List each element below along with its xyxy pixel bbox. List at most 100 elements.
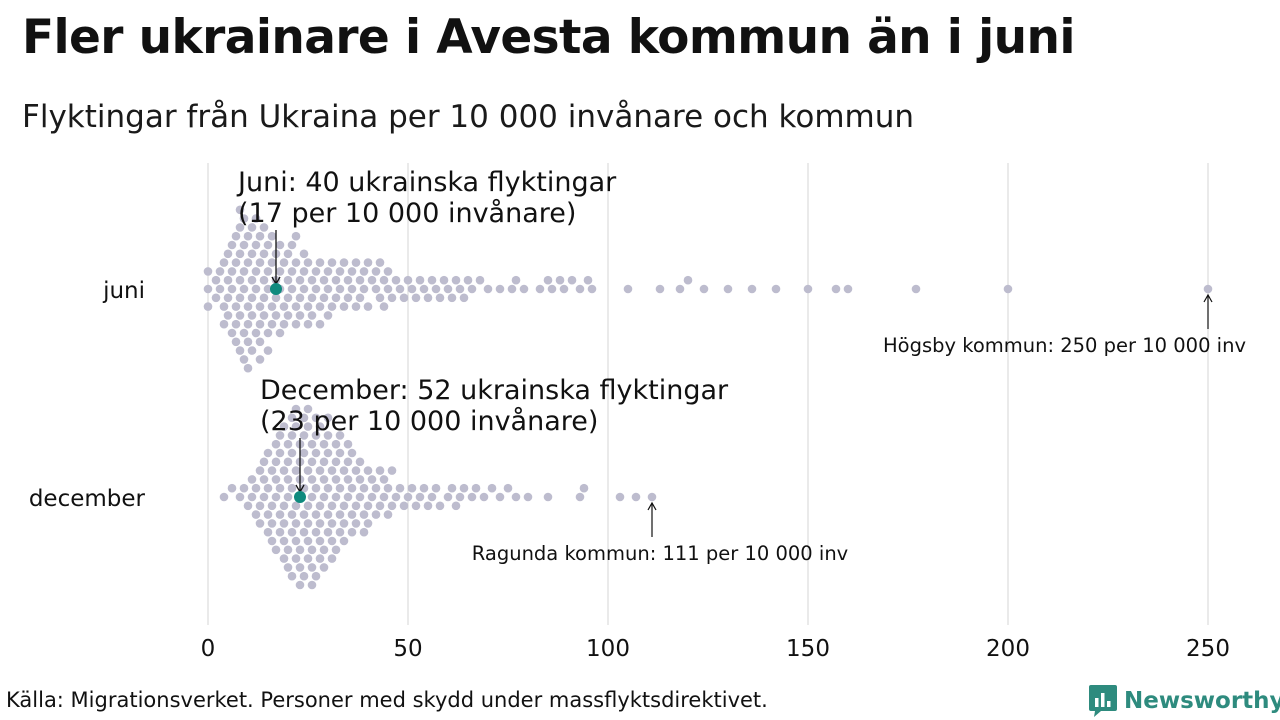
dot-december-1 xyxy=(227,483,237,493)
dot-december-55 xyxy=(291,536,301,546)
dot-juni-58 xyxy=(255,355,265,364)
dot-juni-141 xyxy=(375,258,385,267)
dot-december-124 xyxy=(335,527,345,537)
dot-juni-90 xyxy=(287,240,297,250)
dot-december-24 xyxy=(271,475,281,484)
dot-december-35 xyxy=(279,519,289,528)
dot-juni-145 xyxy=(383,267,393,276)
dot-december-47 xyxy=(287,527,297,537)
dot-december-141 xyxy=(351,519,361,528)
dot-december-44 xyxy=(283,563,293,572)
dot-december-83 xyxy=(307,439,317,449)
dot-december-69 xyxy=(299,448,309,458)
dot-december-13 xyxy=(259,475,269,484)
dot-december-121 xyxy=(331,545,341,555)
dot-december-87 xyxy=(311,483,321,493)
dot-juni-60 xyxy=(259,293,269,303)
dot-juni-48 xyxy=(251,284,261,294)
dot-december-58 xyxy=(291,404,301,414)
highlight-label-line2-december: (23 per 10 000 invånare) xyxy=(260,406,598,437)
dot-december-167 xyxy=(407,483,417,493)
dot-juni-121 xyxy=(335,284,345,294)
dot-december-71 xyxy=(299,413,309,423)
dot-december-14 xyxy=(259,457,269,467)
dot-december-42 xyxy=(283,439,293,449)
dot-juni-134 xyxy=(359,267,369,276)
dot-juni-130 xyxy=(351,258,361,267)
dot-december-157 xyxy=(379,492,389,502)
dot-december-143 xyxy=(355,475,365,484)
dot-juni-101 xyxy=(303,302,313,311)
dot-juni-56 xyxy=(255,231,265,241)
dot-juni-106 xyxy=(307,311,317,320)
dot-juni-67 xyxy=(263,328,273,338)
source-note: Källa: Migrationsverket. Personer med sk… xyxy=(6,688,768,712)
dot-december-67 xyxy=(299,510,309,519)
dot-december-80 xyxy=(307,492,317,502)
x-tick-label-250: 250 xyxy=(1186,636,1230,662)
dot-juni-163 xyxy=(455,284,465,294)
dot-juni-191 xyxy=(831,284,841,294)
dot-december-177 xyxy=(451,501,461,511)
dot-juni-126 xyxy=(343,293,353,303)
dot-juni-55 xyxy=(255,319,265,329)
dot-juni-20 xyxy=(231,319,241,329)
dot-december-53 xyxy=(291,466,301,475)
dot-juni-1 xyxy=(203,267,213,276)
dot-december-78 xyxy=(303,422,313,431)
dot-juni-100 xyxy=(299,249,309,259)
dot-juni-168 xyxy=(483,284,493,294)
dot-december-129 xyxy=(339,519,349,528)
dot-december-131 xyxy=(343,492,353,502)
dot-juni-33 xyxy=(239,328,249,338)
dot-juni-110 xyxy=(315,258,325,267)
dot-juni-98 xyxy=(299,284,309,294)
dot-juni-154 xyxy=(419,284,429,294)
dot-december-10 xyxy=(255,466,265,475)
dot-december-34 xyxy=(279,466,289,475)
dot-december-98 xyxy=(315,554,325,563)
dot-juni-158 xyxy=(435,293,445,303)
dot-december-81 xyxy=(307,475,317,484)
dot-december-11 xyxy=(255,519,265,528)
dot-juni-117 xyxy=(327,302,337,311)
dot-juni-161 xyxy=(447,293,457,303)
dot-juni-127 xyxy=(347,284,357,294)
dot-december-21 xyxy=(267,519,277,528)
dot-juni-17 xyxy=(227,328,237,338)
dot-juni-45 xyxy=(247,249,257,259)
dot-juni-107 xyxy=(311,284,321,294)
dot-juni-162 xyxy=(451,275,461,285)
dot-december-86 xyxy=(307,580,317,590)
dot-juni-34 xyxy=(239,214,249,223)
dot-december-136 xyxy=(347,510,357,519)
dot-juni-116 xyxy=(323,311,333,320)
dot-juni-41 xyxy=(243,363,253,373)
dot-juni-190 xyxy=(803,284,813,294)
dot-juni-139 xyxy=(371,267,381,276)
dot-december-100 xyxy=(319,492,329,502)
dot-december-108 xyxy=(323,527,333,537)
dot-december-4 xyxy=(243,501,253,511)
dot-december-142 xyxy=(355,492,365,502)
dot-december-22 xyxy=(267,536,277,546)
dot-juni-66 xyxy=(263,240,273,250)
dot-december-151 xyxy=(367,492,377,502)
dot-juni-129 xyxy=(351,302,361,311)
dot-juni-70 xyxy=(267,258,277,267)
dot-juni-29 xyxy=(235,205,245,215)
dot-december-140 xyxy=(351,466,361,475)
dot-juni-153 xyxy=(415,275,425,285)
dot-december-134 xyxy=(343,439,353,449)
dot-juni-119 xyxy=(331,275,341,285)
dot-juni-9 xyxy=(219,319,229,329)
dot-december-91 xyxy=(311,431,321,440)
dot-juni-11 xyxy=(223,293,233,303)
x-tick-label-0: 0 xyxy=(201,636,216,662)
dot-december-176 xyxy=(447,483,457,493)
dot-december-185 xyxy=(503,483,513,493)
highlight-dot-december xyxy=(294,491,306,503)
dot-juni-28 xyxy=(235,346,245,355)
dot-december-137 xyxy=(347,527,357,537)
